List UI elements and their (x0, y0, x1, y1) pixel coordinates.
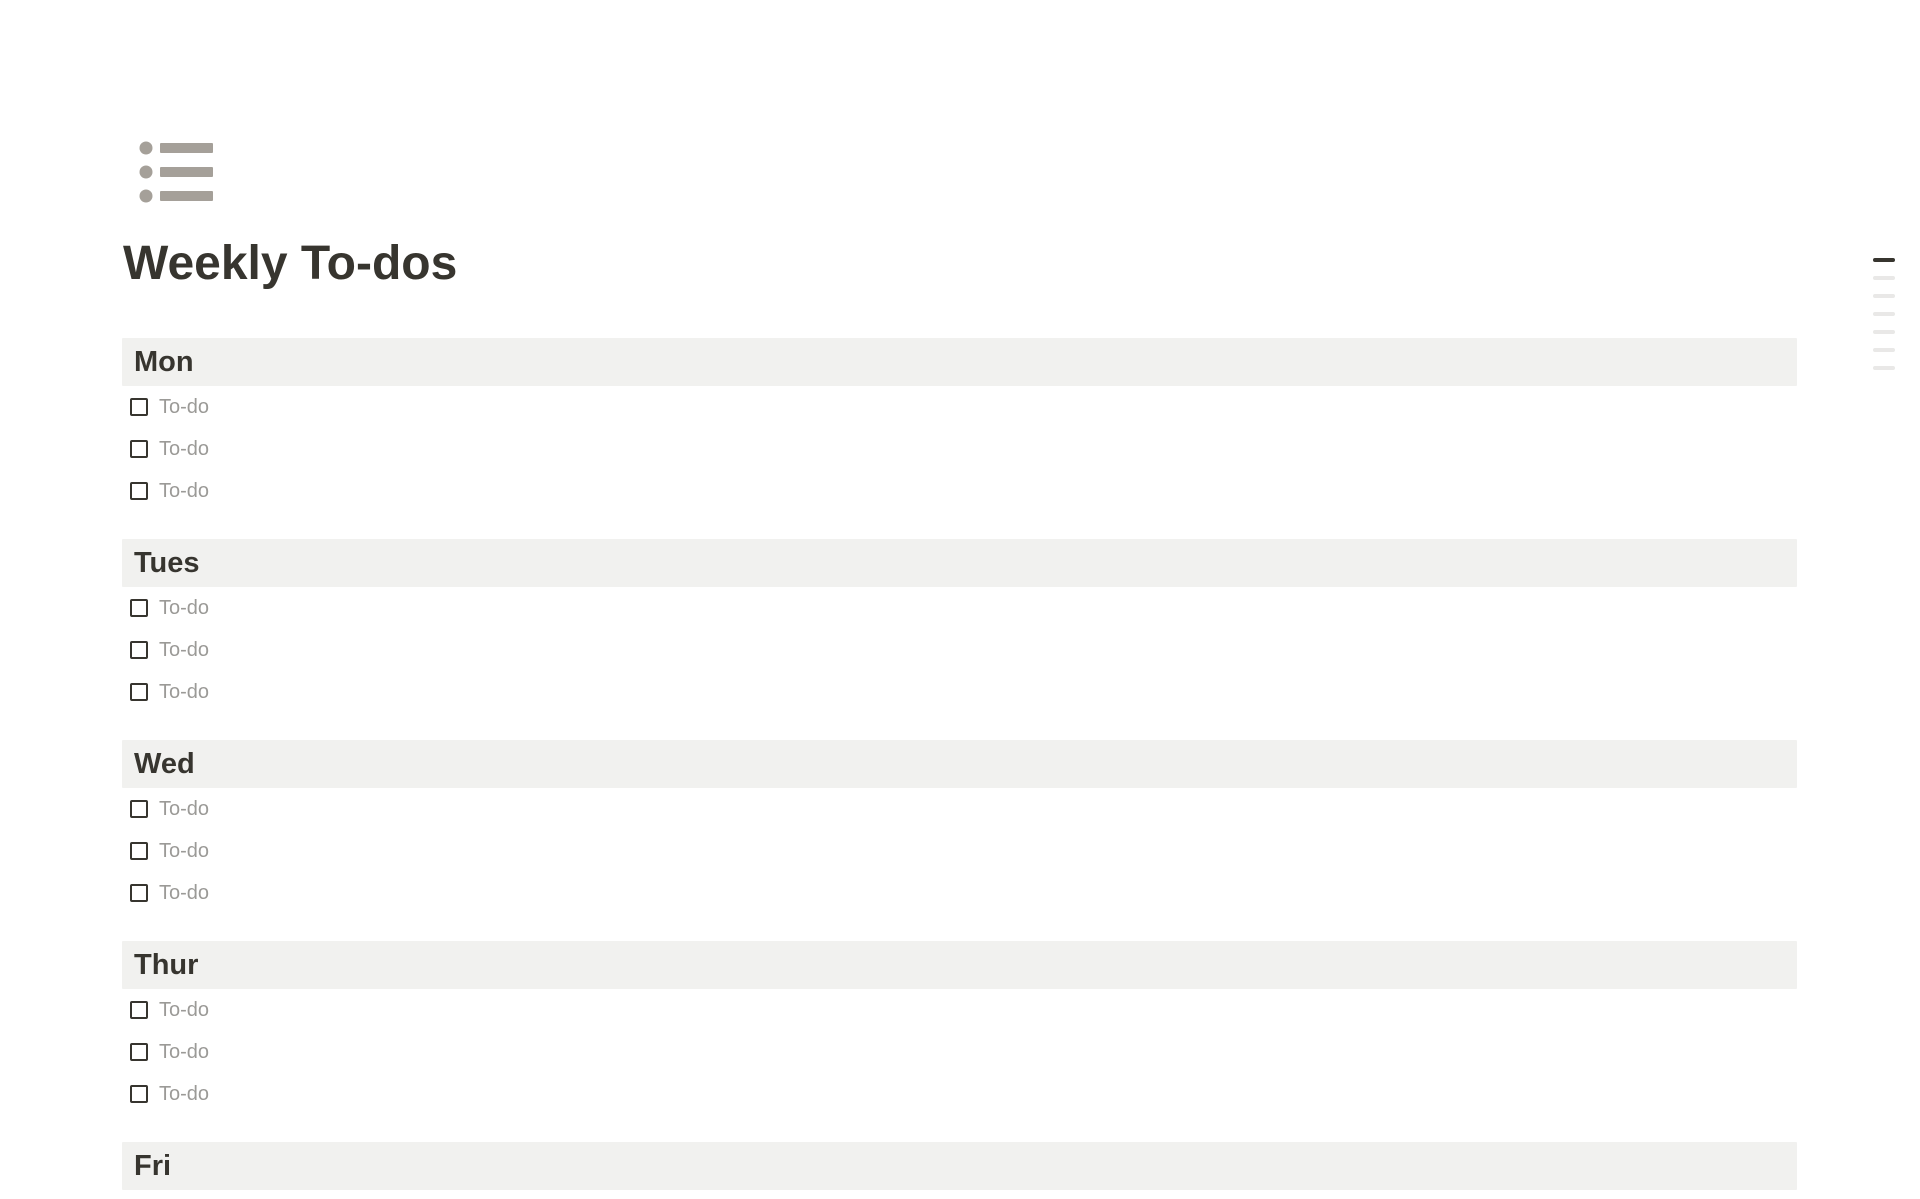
todo-checkbox[interactable] (130, 599, 148, 617)
todo-item[interactable]: To-do (122, 788, 1797, 830)
page-content: Weekly To-dos Mon To-do To-do To-do Tues… (122, 0, 1797, 1199)
todo-label[interactable]: To-do (159, 596, 210, 619)
day-header[interactable]: Fri (122, 1142, 1797, 1190)
page-title[interactable]: Weekly To-dos (123, 237, 458, 290)
todo-label[interactable]: To-do (159, 395, 210, 418)
day-section: Mon To-do To-do To-do (122, 338, 1797, 512)
todo-item[interactable]: To-do (122, 671, 1797, 713)
todo-checkbox[interactable] (130, 1043, 148, 1061)
todo-checkbox[interactable] (130, 884, 148, 902)
day-header[interactable]: Wed (122, 740, 1797, 788)
todo-checkbox[interactable] (130, 482, 148, 500)
todo-item[interactable]: To-do (122, 428, 1797, 470)
todo-checkbox[interactable] (130, 440, 148, 458)
toc-bar[interactable] (1873, 276, 1895, 280)
todo-label[interactable]: To-do (159, 839, 210, 862)
day-section: Fri (122, 1142, 1797, 1190)
todo-item[interactable]: To-do (122, 629, 1797, 671)
todo-checkbox[interactable] (130, 683, 148, 701)
toc-bar-active[interactable] (1873, 258, 1895, 262)
day-header-label: Fri (134, 1149, 172, 1182)
todo-list: To-do To-do To-do (122, 788, 1797, 914)
day-header-label: Mon (134, 345, 194, 378)
todo-checkbox[interactable] (130, 398, 148, 416)
todo-item[interactable]: To-do (122, 587, 1797, 629)
todo-item[interactable]: To-do (122, 830, 1797, 872)
page-icon-bulleted-list[interactable] (131, 138, 213, 206)
todo-label[interactable]: To-do (159, 638, 210, 661)
toc-bar[interactable] (1873, 330, 1895, 334)
toc-bar[interactable] (1873, 348, 1895, 352)
day-header[interactable]: Tues (122, 539, 1797, 587)
day-section: Wed To-do To-do To-do (122, 740, 1797, 914)
toc-bar[interactable] (1873, 366, 1895, 370)
todo-checkbox[interactable] (130, 842, 148, 860)
todo-item[interactable]: To-do (122, 1073, 1797, 1115)
todo-label[interactable]: To-do (159, 998, 210, 1021)
day-header[interactable]: Mon (122, 338, 1797, 386)
day-section: Tues To-do To-do To-do (122, 539, 1797, 713)
day-header-label: Wed (134, 747, 195, 780)
day-header-label: Tues (134, 546, 200, 579)
todo-label[interactable]: To-do (159, 437, 210, 460)
todo-list: To-do To-do To-do (122, 587, 1797, 713)
todo-item[interactable]: To-do (122, 1031, 1797, 1073)
bulleted-list-icon (139, 141, 213, 203)
todo-item[interactable]: To-do (122, 989, 1797, 1031)
todo-item[interactable]: To-do (122, 872, 1797, 914)
todo-checkbox[interactable] (130, 1085, 148, 1103)
day-section: Thur To-do To-do To-do (122, 941, 1797, 1115)
table-of-contents[interactable] (1873, 258, 1895, 384)
todo-label[interactable]: To-do (159, 797, 210, 820)
toc-bar[interactable] (1873, 312, 1895, 316)
todo-list: To-do To-do To-do (122, 386, 1797, 512)
todo-item[interactable]: To-do (122, 470, 1797, 512)
todo-checkbox[interactable] (130, 1001, 148, 1019)
todo-label[interactable]: To-do (159, 1082, 210, 1105)
todo-label[interactable]: To-do (159, 680, 210, 703)
todo-checkbox[interactable] (130, 800, 148, 818)
todo-label[interactable]: To-do (159, 479, 210, 502)
toc-bar[interactable] (1873, 294, 1895, 298)
day-header[interactable]: Thur (122, 941, 1797, 989)
sections: Mon To-do To-do To-do Tues To-do To-do T… (122, 338, 1797, 1190)
todo-list: To-do To-do To-do (122, 989, 1797, 1115)
day-header-label: Thur (134, 948, 199, 981)
todo-item[interactable]: To-do (122, 386, 1797, 428)
todo-label[interactable]: To-do (159, 881, 210, 904)
todo-checkbox[interactable] (130, 641, 148, 659)
todo-label[interactable]: To-do (159, 1040, 210, 1063)
